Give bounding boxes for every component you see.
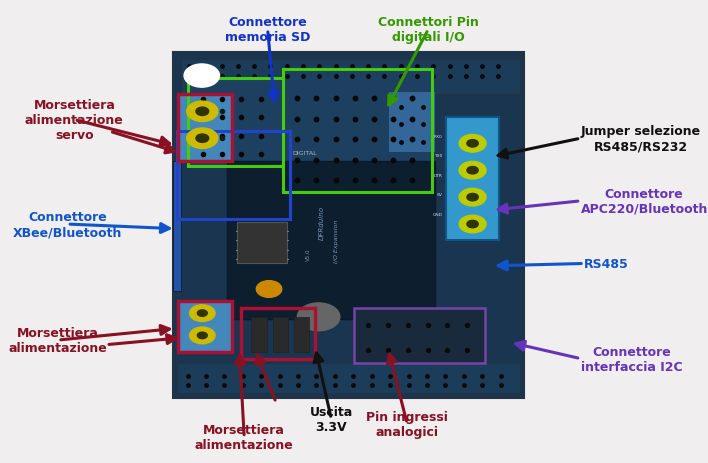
Circle shape bbox=[187, 129, 218, 149]
Circle shape bbox=[190, 327, 215, 344]
Circle shape bbox=[467, 140, 479, 148]
Bar bbox=[251, 317, 267, 352]
Text: Connettore
APC220/Bluetooth: Connettore APC220/Bluetooth bbox=[581, 188, 708, 215]
Text: Uscita
3.3V: Uscita 3.3V bbox=[309, 405, 353, 433]
Circle shape bbox=[256, 281, 282, 298]
Text: Morsettiera
alimentazione: Morsettiera alimentazione bbox=[8, 326, 108, 354]
Circle shape bbox=[187, 102, 218, 122]
Bar bbox=[273, 317, 288, 352]
Bar bbox=[181, 60, 520, 95]
Bar bbox=[389, 93, 435, 153]
Circle shape bbox=[459, 216, 486, 233]
Bar bbox=[354, 308, 485, 363]
Circle shape bbox=[459, 189, 486, 206]
Circle shape bbox=[198, 332, 207, 339]
Circle shape bbox=[198, 310, 207, 317]
Circle shape bbox=[184, 65, 219, 88]
Text: GND: GND bbox=[433, 213, 442, 216]
Text: I/O Expansion: I/O Expansion bbox=[333, 219, 339, 263]
Circle shape bbox=[467, 167, 479, 175]
Circle shape bbox=[467, 221, 479, 228]
Bar bbox=[241, 308, 315, 359]
Text: V5.0: V5.0 bbox=[305, 249, 311, 261]
Text: Connettore
XBee/Bluetooth: Connettore XBee/Bluetooth bbox=[13, 211, 122, 238]
Text: DTR: DTR bbox=[433, 174, 442, 177]
Bar bbox=[178, 95, 232, 162]
Bar bbox=[178, 301, 232, 352]
Circle shape bbox=[467, 194, 479, 201]
Bar bbox=[354, 308, 485, 363]
Text: Jumper selezione
RS485/RS232: Jumper selezione RS485/RS232 bbox=[581, 125, 701, 153]
Text: RS485: RS485 bbox=[584, 257, 629, 270]
Bar bbox=[446, 118, 499, 241]
Bar bbox=[178, 301, 232, 352]
Text: DFRduino: DFRduino bbox=[319, 205, 325, 239]
Text: RX0: RX0 bbox=[434, 135, 442, 138]
Text: 5V: 5V bbox=[437, 193, 442, 197]
Bar bbox=[294, 317, 309, 352]
Text: Connettori Pin
digitali I/O: Connettori Pin digitali I/O bbox=[378, 16, 479, 44]
Circle shape bbox=[190, 305, 215, 322]
Circle shape bbox=[459, 162, 486, 180]
Bar bbox=[178, 95, 232, 162]
Bar bbox=[446, 118, 499, 241]
Bar bbox=[173, 162, 181, 292]
Bar bbox=[283, 69, 432, 192]
Bar bbox=[227, 162, 435, 319]
Bar bbox=[177, 363, 520, 394]
Text: Pin ingressi
analogici: Pin ingressi analogici bbox=[366, 410, 448, 438]
Bar bbox=[173, 53, 524, 398]
Bar bbox=[177, 132, 290, 220]
Bar bbox=[188, 79, 283, 167]
Circle shape bbox=[297, 303, 340, 331]
Bar bbox=[283, 69, 432, 192]
Text: Morsettiera
alimentazione: Morsettiera alimentazione bbox=[195, 424, 294, 451]
Text: Connettore
interfaccia I2C: Connettore interfaccia I2C bbox=[581, 345, 683, 373]
Bar bbox=[237, 222, 287, 264]
Text: Morsettiera
alimentazione
servo: Morsettiera alimentazione servo bbox=[25, 99, 124, 142]
Bar bbox=[188, 79, 283, 167]
Text: DIGITAL: DIGITAL bbox=[292, 150, 316, 155]
Text: TX0: TX0 bbox=[434, 154, 442, 158]
Circle shape bbox=[196, 135, 209, 143]
Circle shape bbox=[459, 135, 486, 153]
Text: Connettore
memoria SD: Connettore memoria SD bbox=[225, 16, 310, 44]
Circle shape bbox=[196, 108, 209, 116]
